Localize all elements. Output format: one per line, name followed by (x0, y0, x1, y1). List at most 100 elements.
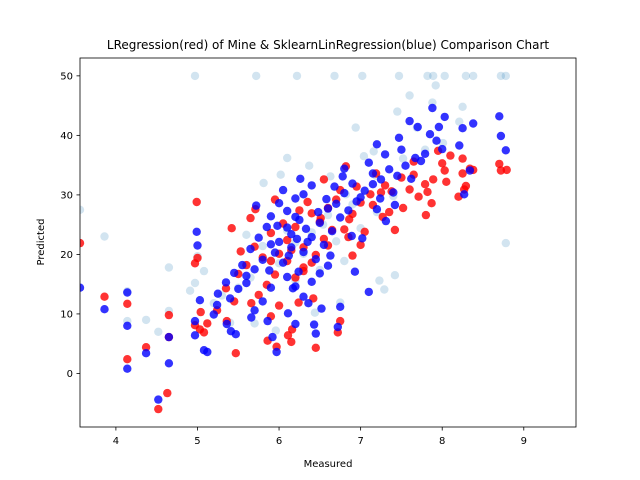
mine-point (461, 181, 471, 191)
measured-point (340, 256, 349, 266)
sklearn-point (291, 194, 300, 203)
mine-point (438, 159, 447, 168)
measured-point (393, 107, 402, 116)
sklearn-point (287, 243, 296, 252)
sklearn-point (317, 304, 326, 313)
sklearn-point (455, 141, 464, 150)
sklearn-point (100, 305, 109, 314)
sklearn-point (254, 233, 263, 242)
mine-point (458, 154, 467, 163)
sklearn-point (438, 144, 447, 154)
sklearn-point (352, 197, 361, 206)
mine-point (287, 337, 296, 347)
sklearn-point (425, 130, 435, 139)
measured-point (398, 154, 408, 163)
measured-point (258, 241, 267, 251)
mine-point (266, 228, 276, 238)
sklearn-point (221, 278, 231, 287)
measured-point (369, 147, 378, 156)
measured-point (100, 232, 109, 241)
sklearn-point (420, 149, 430, 158)
sklearn-point (315, 218, 324, 228)
measured-point (164, 263, 174, 272)
measured-point (461, 71, 471, 81)
sklearn-point (336, 302, 345, 311)
mine-point (458, 169, 467, 178)
mine-point (236, 247, 245, 256)
mine-point (221, 284, 231, 293)
sklearn-point (283, 206, 292, 216)
sklearn-point (333, 322, 342, 332)
y-tick-label: 10 (60, 309, 73, 320)
sklearn-point (250, 306, 259, 315)
measured-point (305, 161, 314, 170)
sklearn-point (360, 186, 369, 195)
sklearn-point (247, 313, 256, 322)
measured-point (380, 285, 389, 294)
chart-title: LRegression(red) of Mine & SklearnLinReg… (107, 38, 549, 52)
sklearn-point (381, 216, 391, 226)
x-axis-label: Measured (304, 459, 353, 470)
measured-point (351, 123, 360, 132)
sklearn-point (323, 261, 333, 270)
sklearn-point (265, 266, 274, 275)
sklearn-point (283, 309, 293, 318)
sklearn-point (432, 136, 441, 145)
sklearn-point (238, 260, 247, 270)
measured-point (440, 71, 449, 81)
mine-point (283, 331, 293, 340)
mine-point (421, 210, 431, 220)
sklearn-point (193, 241, 202, 250)
axes-frame (79, 57, 577, 428)
sklearn-point (465, 166, 475, 175)
sklearn-point (405, 116, 414, 126)
sklearn-point (385, 165, 394, 174)
mine-point (356, 240, 365, 250)
sklearn-point (364, 158, 373, 167)
sklearn-point (304, 299, 313, 308)
mine-point (440, 166, 449, 175)
x-tick-label: 9 (521, 436, 527, 447)
measured-point (496, 71, 506, 81)
sklearn-point (348, 179, 357, 188)
sklearn-point (295, 215, 304, 225)
sklearn-point (428, 103, 437, 113)
sklearn-point (440, 112, 449, 122)
mine-point (294, 298, 303, 307)
sklearn-point (195, 296, 205, 305)
sklearn-point (397, 145, 406, 154)
sklearn-point (123, 364, 132, 373)
mine-point (414, 192, 423, 201)
sklearn-point (270, 248, 280, 257)
sklearn-point (258, 255, 267, 264)
x-tick-label: 5 (194, 436, 200, 447)
sklearn-point (376, 175, 386, 184)
sklearn-point (340, 188, 349, 198)
sklearn-point (263, 316, 272, 326)
sklearn-point (389, 188, 398, 197)
mine-point (307, 209, 316, 218)
measured-point (501, 71, 510, 81)
y-tick-label: 20 (60, 250, 73, 261)
y-tick-label: 50 (60, 71, 73, 82)
measured-point (252, 71, 261, 81)
mine-point (192, 197, 201, 207)
mine-point (227, 224, 236, 233)
mine-point (405, 185, 414, 194)
sklearn-point (284, 251, 293, 260)
mine-point (266, 256, 276, 266)
mine-point (247, 299, 256, 308)
sklearn-point (416, 156, 426, 166)
measured-point (423, 71, 432, 81)
measured-point (259, 178, 268, 188)
y-tick-label: 40 (60, 131, 73, 142)
sklearn-point (274, 237, 284, 247)
mine-point (385, 207, 394, 217)
measured-point (431, 81, 440, 90)
measured-point (190, 278, 200, 288)
mine-point (193, 253, 202, 263)
mine-point (319, 234, 329, 244)
mine-point (123, 299, 132, 308)
measured-point (455, 117, 464, 126)
sklearn-point (460, 190, 469, 199)
